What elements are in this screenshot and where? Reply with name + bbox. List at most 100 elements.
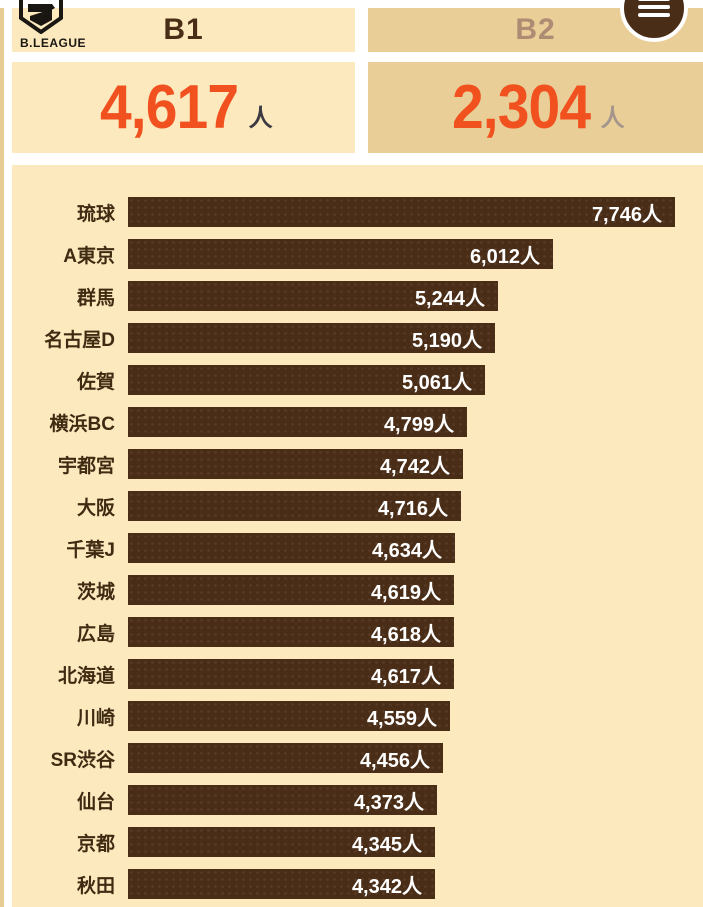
chart-row: 広島 4,618人: [12, 617, 703, 647]
team-label: 群馬: [76, 287, 115, 309]
bar-track: 4,617人: [128, 659, 703, 689]
attendance-bar: 4,617人: [128, 659, 454, 689]
team-label: 広島: [76, 623, 115, 645]
chart-row: 佐賀 5,061人: [12, 365, 703, 395]
bar-value-label: 4,373人: [353, 791, 424, 814]
attendance-bar: 5,061人: [128, 365, 485, 395]
attendance-bar: 4,559人: [128, 701, 450, 731]
chart-row: A東京 6,012人: [12, 239, 703, 269]
bar-track: 5,061人: [128, 365, 703, 395]
attendance-bar: 4,742人: [128, 449, 463, 479]
team-label: 秋田: [76, 875, 115, 897]
team-label: 琉球: [76, 203, 115, 225]
attendance-bar: 4,456人: [128, 743, 443, 773]
attendance-bar: 4,634人: [128, 533, 455, 563]
tab-b1-label: B1: [163, 13, 204, 46]
bar-value-label: 4,456人: [359, 749, 430, 772]
attendance-bar: 4,345人: [128, 827, 435, 857]
bar-value-label: 4,618人: [370, 623, 441, 646]
tab-b2-label: B2: [515, 13, 556, 46]
bar-track: 5,244人: [128, 281, 703, 311]
chart-row: 大阪 4,716人: [12, 491, 703, 521]
attendance-bar: 4,618人: [128, 617, 454, 647]
attendance-bar: 6,012人: [128, 239, 553, 269]
bar-value-label: 4,742人: [379, 455, 450, 478]
b2-average-unit: 人: [600, 105, 625, 132]
bar-track: 6,012人: [128, 239, 703, 269]
bar-value-label: 4,559人: [366, 707, 437, 730]
chart-row: SR渋谷 4,456人: [12, 743, 703, 773]
hamburger-icon: [638, 13, 670, 17]
chart-row: 川崎 4,559人: [12, 701, 703, 731]
attendance-bar: 7,746人: [128, 197, 675, 227]
team-label: 京都: [76, 833, 115, 855]
bar-value-label: 5,190人: [411, 329, 482, 352]
team-label: 仙台: [76, 791, 115, 813]
b1-average-attendance-panel: 4,617 人: [12, 62, 355, 153]
attendance-bar: 4,619人: [128, 575, 454, 605]
bar-value-label: 4,619人: [370, 581, 441, 604]
attendance-bar-chart: 琉球 7,746人 A東京 6,012人 群馬 5,244人 名古屋D 5,19…: [12, 165, 703, 907]
b2-average-attendance-panel: 2,304 人: [368, 62, 703, 153]
bar-value-label: 5,061人: [401, 371, 472, 394]
bar-value-label: 4,716人: [377, 497, 448, 520]
bar-track: 4,559人: [128, 701, 703, 731]
chart-row: 茨城 4,619人: [12, 575, 703, 605]
bleague-logo: B.LEAGUE: [18, 0, 128, 50]
chart-row: 宇都宮 4,742人: [12, 449, 703, 479]
bar-track: 4,456人: [128, 743, 703, 773]
bar-value-label: 6,012人: [469, 245, 540, 268]
attendance-bar: 4,342人: [128, 869, 435, 899]
team-label: 佐賀: [76, 371, 115, 393]
attendance-bar: 5,244人: [128, 281, 498, 311]
team-label: 千葉J: [66, 539, 115, 561]
chart-row: 仙台 4,373人: [12, 785, 703, 815]
tab-b1[interactable]: B1: [12, 8, 355, 52]
bar-track: 4,742人: [128, 449, 703, 479]
bar-track: 4,345人: [128, 827, 703, 857]
bar-track: 4,716人: [128, 491, 703, 521]
chart-row: 京都 4,345人: [12, 827, 703, 857]
bar-value-label: 7,746人: [591, 203, 662, 226]
average-attendance-row: 4,617 人 2,304 人: [12, 62, 703, 153]
chart-row: 名古屋D 5,190人: [12, 323, 703, 353]
attendance-bar: 4,716人: [128, 491, 461, 521]
bleague-logo-text: B.LEAGUE: [20, 36, 87, 50]
bar-track: 4,634人: [128, 533, 703, 563]
bar-track: 5,190人: [128, 323, 703, 353]
bar-value-label: 4,345人: [351, 833, 422, 856]
attendance-bar: 4,799人: [128, 407, 467, 437]
team-label: 川崎: [76, 707, 115, 729]
bar-value-label: 4,342人: [351, 875, 422, 898]
bar-track: 4,618人: [128, 617, 703, 647]
team-label: 大阪: [76, 497, 115, 519]
b1-average-unit: 人: [248, 105, 273, 132]
attendance-bar: 5,190人: [128, 323, 495, 353]
b1-average-value: 4,617: [100, 72, 239, 142]
bar-value-label: 4,617人: [370, 665, 441, 688]
team-label: 宇都宮: [57, 455, 115, 477]
bar-track: 4,799人: [128, 407, 703, 437]
hamburger-icon: [638, 5, 670, 9]
chart-row: 群馬 5,244人: [12, 281, 703, 311]
b2-average-value: 2,304: [452, 72, 591, 142]
hamburger-icon: [638, 0, 670, 1]
bar-track: 7,746人: [128, 197, 703, 227]
team-label: SR渋谷: [50, 749, 115, 771]
chart-row: 千葉J 4,634人: [12, 533, 703, 563]
team-label: 茨城: [76, 581, 115, 603]
bar-value-label: 5,244人: [414, 287, 485, 310]
attendance-bar: 4,373人: [128, 785, 437, 815]
team-label: A東京: [63, 245, 115, 267]
bar-track: 4,373人: [128, 785, 703, 815]
bar-value-label: 4,634人: [371, 539, 442, 562]
team-label: 横浜BC: [49, 413, 115, 435]
bleague-shield-icon: [18, 0, 64, 34]
chart-row: 横浜BC 4,799人: [12, 407, 703, 437]
bar-track: 4,619人: [128, 575, 703, 605]
chart-row: 秋田 4,342人: [12, 869, 703, 899]
chart-row: 琉球 7,746人: [12, 197, 703, 227]
team-label: 名古屋D: [44, 329, 115, 351]
bar-value-label: 4,799人: [383, 413, 454, 436]
bar-track: 4,342人: [128, 869, 703, 899]
